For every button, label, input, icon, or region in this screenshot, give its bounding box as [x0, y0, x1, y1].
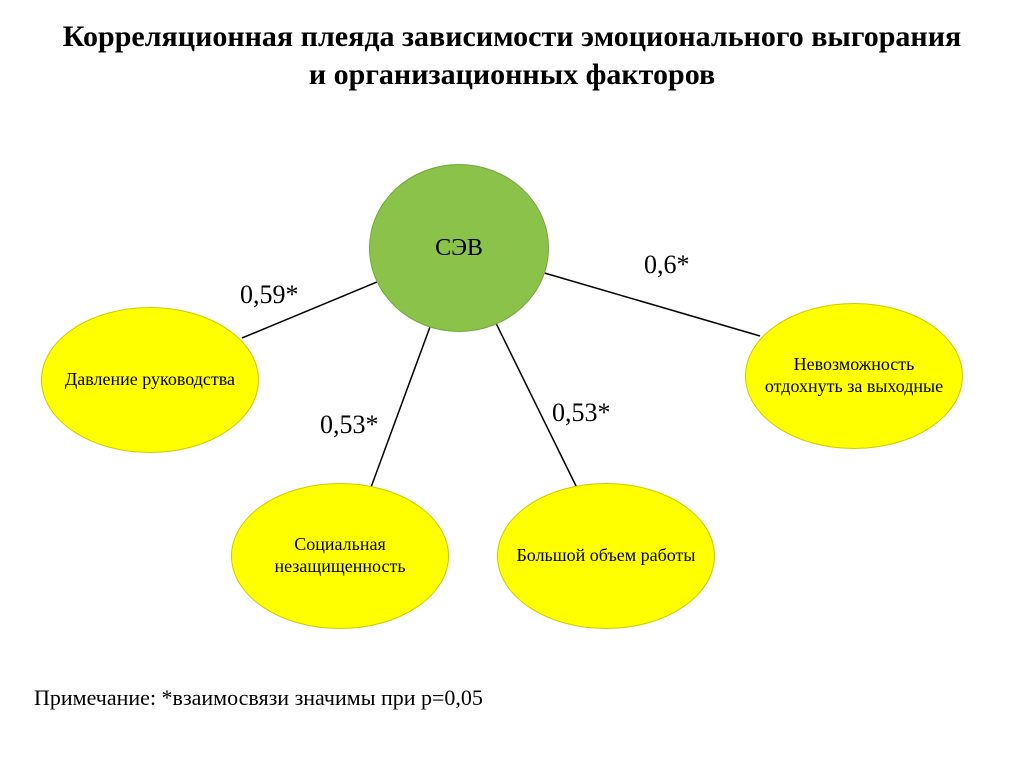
correlation-diagram: СЭВ Давление руководства Социальная неза… — [0, 0, 1024, 767]
leaf-volume: Большой объем работы — [497, 483, 715, 629]
edge-label-rest: 0,6* — [644, 250, 690, 280]
leaf-pressure: Давление руководства — [41, 307, 259, 453]
footnote: Примечание: *взаимосвязи значимы при p=0… — [34, 685, 483, 711]
center-node-label: СЭВ — [435, 234, 483, 263]
leaf-volume-label: Большой объем работы — [516, 545, 695, 567]
leaf-rest-label: Невозможность отдохнуть за выходные — [756, 354, 952, 397]
leaf-social: Социальная незащищенность — [231, 483, 449, 629]
edge-label-social: 0,53* — [320, 410, 379, 440]
leaf-rest: Невозможность отдохнуть за выходные — [745, 303, 963, 449]
leaf-social-label: Социальная незащищенность — [242, 534, 438, 577]
leaf-pressure-label: Давление руководства — [65, 369, 235, 391]
edge-label-volume: 0,53* — [552, 398, 611, 428]
edge-label-pressure: 0,59* — [240, 280, 299, 310]
center-node: СЭВ — [369, 164, 549, 332]
